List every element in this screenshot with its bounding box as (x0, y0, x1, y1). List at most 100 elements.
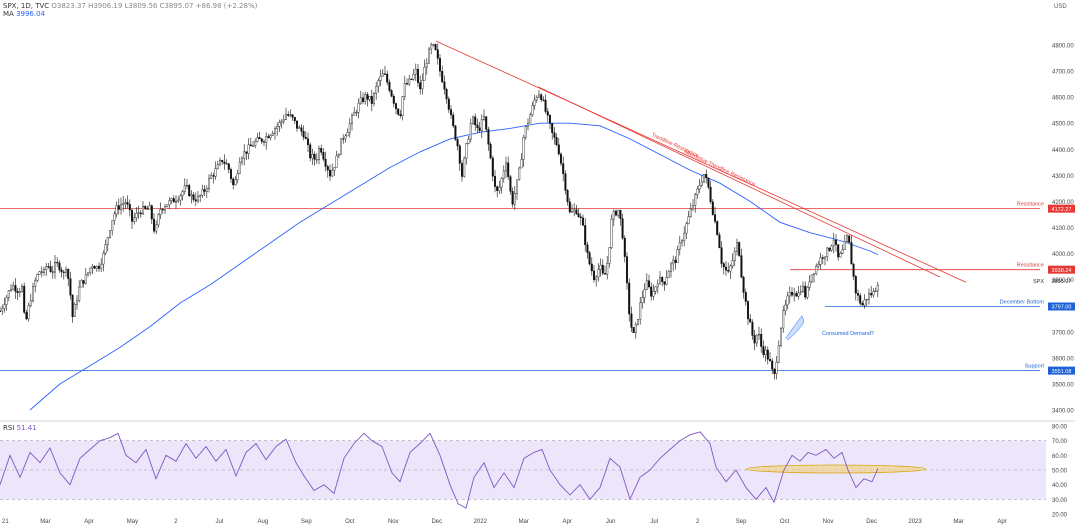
candle-body (221, 159, 224, 163)
candle-body (595, 276, 598, 281)
candle-body (456, 139, 459, 147)
candle-body (524, 125, 527, 138)
candle-body (511, 191, 514, 205)
candle-body (744, 292, 747, 302)
candle-body (665, 277, 668, 285)
candle-body (441, 71, 444, 83)
candle-body (353, 112, 356, 116)
candle-body (841, 249, 844, 254)
candle-body (14, 285, 17, 292)
candle-body (793, 293, 796, 296)
candle-body (183, 185, 186, 192)
candle-body (689, 208, 692, 217)
candle-body (335, 155, 338, 168)
candle-body (18, 291, 21, 293)
candle-body (722, 263, 725, 268)
rsi-axis[interactable]: 20.00 30.00 40.00 50.00 60.00 70.00 80.00 (1052, 425, 1068, 519)
candle-body (271, 133, 274, 136)
candle-body (406, 83, 409, 85)
candle-body (410, 78, 413, 80)
candle-body (172, 198, 175, 203)
candle-body (700, 181, 703, 186)
candle-body (830, 245, 833, 251)
time-tick-label: Mar (40, 519, 50, 525)
candle-body (788, 291, 791, 297)
candle-body (630, 313, 633, 328)
candle-body (243, 151, 246, 159)
candle-body (25, 312, 28, 320)
currency-label: USD (1054, 4, 1067, 10)
price-tick-label: 4300.00 (1052, 174, 1074, 180)
level-label: Support (1025, 364, 1045, 370)
ma-legend[interactable]: MA 3996.04 (3, 10, 45, 18)
candle-body (152, 218, 155, 232)
candle-body (452, 114, 455, 127)
time-tick-label: Sep (301, 519, 312, 525)
candle-body (135, 213, 138, 218)
candle-body (47, 266, 50, 268)
symbol-legend[interactable]: SPX, 1D, TVC O3823.37 H3906.19 L3809.56 … (3, 2, 257, 10)
candle-body (263, 141, 266, 143)
candle-body (681, 240, 684, 243)
price-pane[interactable]: Resistance Resistance December Bottom Suppo… (0, 40, 1045, 411)
candle-body (806, 287, 809, 298)
rsi-tick-label: 20.00 (1052, 513, 1068, 519)
candle-body (483, 116, 486, 120)
last-price-value: 3895.07 (1052, 279, 1072, 285)
candle-body (733, 251, 736, 261)
rsi-tick-label: 50.00 (1052, 469, 1068, 475)
candle-body (133, 217, 136, 222)
rsi-legend[interactable]: RSI 51.41 (3, 424, 37, 432)
candle-body (111, 220, 114, 231)
candle-body (463, 157, 466, 177)
candle-body (423, 66, 426, 81)
candle-body (128, 204, 131, 211)
time-axis[interactable]: 21 Mar Apr May 2 Jul Aug Sep Oct Nov Dec 2022 Mar Apr… (2, 519, 1007, 525)
candle-body (590, 263, 593, 272)
candle-body (736, 242, 739, 252)
candle-body (296, 120, 299, 129)
candle-body (307, 138, 310, 145)
time-tick-label: Jul (216, 519, 224, 525)
price-tick-label: 3700.00 (1052, 330, 1074, 336)
candle-body (454, 125, 457, 140)
candle-body (480, 119, 483, 131)
candle-body (863, 299, 866, 306)
candle-body (78, 286, 81, 301)
candle-body (421, 80, 424, 90)
candle-body (753, 335, 756, 344)
candle-body (276, 126, 279, 129)
candle-body (716, 221, 719, 235)
candle-body (740, 255, 743, 278)
candle-body (346, 132, 349, 137)
candle-body (100, 263, 103, 269)
candle-body (196, 196, 199, 202)
candle-body (377, 80, 380, 87)
candle-body (150, 205, 153, 220)
candle-body (370, 96, 373, 104)
candle-body (216, 163, 219, 169)
candle-body (599, 264, 602, 270)
candle-body (659, 277, 662, 285)
candle-body (56, 262, 59, 264)
candle-body (417, 68, 420, 83)
candle-body (648, 280, 651, 288)
candle-body (584, 225, 587, 246)
level-badge (1048, 204, 1075, 213)
candle-body (403, 83, 406, 97)
candle-body (34, 280, 37, 287)
candle-body (21, 285, 24, 292)
candle-body (852, 263, 855, 277)
candle-body (392, 96, 395, 104)
candle-body (729, 265, 732, 272)
candle-body (5, 297, 8, 305)
level-badge-value: 3797.00 (1052, 305, 1072, 311)
rsi-pane[interactable] (0, 431, 1046, 509)
candle-body (80, 280, 83, 288)
price-axis[interactable]: 3400.003500.003600.003700.003800.003900.… (1052, 44, 1074, 415)
candle-body (293, 117, 296, 122)
candle-body (799, 291, 802, 294)
candle-body (300, 127, 303, 132)
candle-body (102, 252, 105, 265)
